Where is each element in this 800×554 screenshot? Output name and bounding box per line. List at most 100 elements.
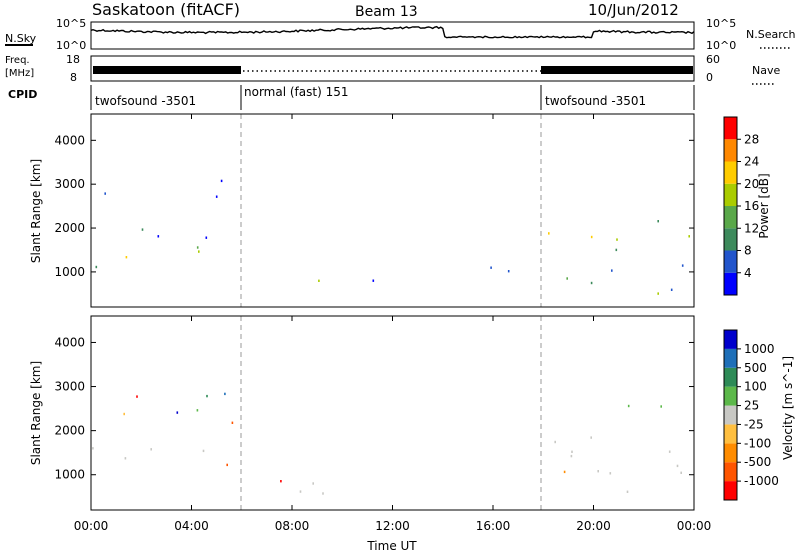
power-echo-cell — [566, 277, 568, 280]
velocity-colorbar-tick-label-6: -500 — [744, 455, 771, 469]
power-colorbar-swatch-3 — [724, 206, 737, 229]
power-echo-cell — [590, 235, 593, 239]
velocity-echo-cell — [680, 471, 682, 474]
freq-block-1 — [93, 66, 241, 74]
freq-panel-frame — [90, 55, 695, 82]
velocity-colorbar-swatches — [724, 330, 737, 500]
power-ytick-label-2: 3000 — [54, 177, 85, 191]
velocity-panel: 1000 2000 3000 4000 00:00 04:00 08:00 12:00 16:… — [29, 114, 711, 553]
power-colorbar-swatch-1 — [724, 250, 737, 273]
velocity-colorbar-ticks: 1000 500 100 25 -25 -100 -500 -1000 — [737, 342, 779, 488]
velocity-echo-cell — [660, 405, 662, 408]
power-echo-cell — [590, 281, 593, 285]
velocity-echo-cell — [202, 449, 205, 453]
velocity-panel-frame — [90, 315, 695, 511]
power-echo-cell — [205, 236, 208, 239]
time-tick-label-2: 08:00 — [275, 519, 310, 533]
velocity-colorbar-swatch-4 — [724, 405, 737, 425]
power-echo-cell — [681, 264, 684, 267]
power-ylabel: Slant Range [km] — [29, 159, 43, 263]
date-label: 10/Jun/2012 — [588, 1, 679, 19]
velocity-colorbar-swatch-7 — [724, 348, 737, 368]
velocity-colorbar-swatch-2 — [724, 443, 737, 463]
power-echo-cell — [215, 195, 218, 198]
cpid-label: CPID — [8, 88, 37, 101]
power-echo-cell — [657, 292, 659, 295]
velocity-echo-cell — [299, 490, 302, 493]
velocity-echo-cell — [226, 463, 228, 467]
velocity-echo-cell — [224, 392, 226, 396]
velocity-colorbar: 1000 500 100 25 -25 -100 -500 -1000 Velocity [m… — [723, 329, 795, 501]
cpid-segment-3: twofsound -3501 — [545, 94, 646, 108]
velocity-colorbar-tick-label-5: -100 — [744, 436, 771, 450]
power-panel-frame — [90, 113, 695, 308]
velocity-echo-cell — [280, 480, 282, 483]
power-colorbar-swatch-0 — [724, 272, 737, 295]
velocity-ytick-label-0: 1000 — [54, 468, 85, 482]
nave-label: Nave — [752, 64, 780, 77]
velocity-echo-cell — [176, 411, 179, 414]
cpid-segment-2: normal (fast) 151 — [244, 85, 348, 99]
power-colorbar-tick-label-2: 12 — [744, 221, 759, 235]
power-colorbar-tick-label-4: 20 — [744, 177, 759, 191]
power-echo-cell — [318, 279, 320, 282]
power-colorbar-swatch-4 — [724, 183, 737, 206]
velocity-colorbar-swatch-6 — [724, 367, 737, 387]
power-yaxis: 1000 2000 3000 4000 — [54, 133, 694, 279]
velocity-echo-cell — [92, 447, 94, 450]
velocity-colorbar-label: Velocity [m s^-1] — [781, 356, 795, 460]
velocity-echo-cell — [322, 492, 324, 495]
power-echo-cell — [548, 232, 550, 235]
noise-left-tick-top: 10^5 — [56, 17, 86, 30]
power-echo-cell — [196, 246, 199, 249]
velocity-colorbar-tick-label-4: -25 — [744, 417, 764, 431]
power-echo-cell — [670, 288, 673, 291]
velocity-echo-cell — [627, 404, 630, 408]
freq-label-line2: [MHz] — [5, 68, 34, 79]
velocity-echo-cell — [626, 490, 629, 493]
velocity-echo-layer — [92, 392, 682, 495]
power-echo-cell — [141, 228, 144, 231]
power-colorbar-tick-label-6: 28 — [744, 132, 759, 146]
velocity-echo-cell — [563, 470, 566, 474]
power-colorbar-tick-label-3: 16 — [744, 199, 759, 213]
time-tick-label-1: 04:00 — [174, 519, 209, 533]
velocity-echo-cell — [231, 421, 234, 424]
power-echo-cell — [615, 248, 618, 252]
velocity-echo-cell — [136, 395, 138, 398]
velocity-echo-cell — [676, 464, 679, 468]
time-tick-label-6: 00:00 — [677, 519, 712, 533]
freq-panel: Freq. [MHz] 18 8 60 0 Nave — [5, 53, 780, 85]
power-ytick-label-0: 1000 — [54, 265, 85, 279]
velocity-echo-cell — [554, 440, 556, 444]
velocity-echo-cell — [609, 472, 612, 475]
velocity-colorbar-swatch-3 — [724, 424, 737, 444]
power-colorbar-swatches — [724, 117, 737, 295]
power-echo-cell — [220, 179, 223, 183]
noise-sky-trace — [90, 25, 695, 39]
power-colorbar-swatch-7 — [724, 117, 737, 140]
velocity-ytick-label-3: 4000 — [54, 335, 85, 349]
power-colorbar-label: Power [dB] — [757, 173, 771, 238]
velocity-echo-cell — [570, 454, 573, 458]
power-colorbar-ticks: 4 8 12 16 20 24 28 — [737, 132, 759, 280]
power-echo-cell — [95, 265, 98, 269]
noise-right-tick-top: 10^5 — [706, 17, 736, 30]
velocity-echo-cell — [124, 457, 127, 460]
power-echo-cell — [688, 235, 690, 238]
time-axis-label: Time UT — [366, 539, 417, 553]
cpid-row: CPID twofsound -3501 normal (fast) 151 t… — [8, 85, 695, 110]
power-ytick-label-1: 2000 — [54, 221, 85, 235]
freq-label-line1: Freq. — [5, 55, 30, 66]
noise-right-tick-bottom: 10^0 — [706, 39, 736, 52]
velocity-colorbar-swatch-5 — [724, 386, 737, 406]
velocity-colorbar-swatch-0 — [724, 481, 737, 500]
nave-tick-top: 60 — [706, 53, 720, 66]
power-echo-cell — [611, 269, 613, 272]
noise-left-tick-bottom: 10^0 — [56, 39, 86, 52]
power-echo-cell — [125, 256, 128, 259]
freq-tick-bottom: 8 — [70, 71, 77, 84]
station-title: Saskatoon (fitACF) — [92, 0, 240, 19]
power-echo-cell — [372, 279, 375, 282]
